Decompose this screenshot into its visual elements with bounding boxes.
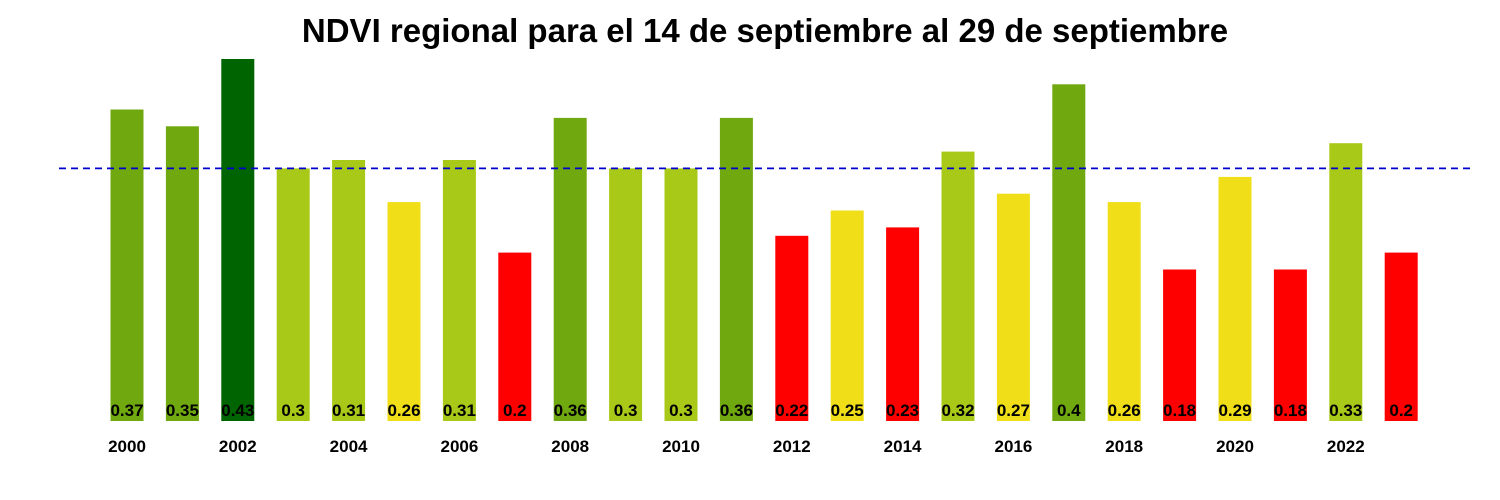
x-tick-2002: 2002 xyxy=(219,437,257,456)
x-tick-2006: 2006 xyxy=(440,437,478,456)
x-tick-2004: 2004 xyxy=(330,437,368,456)
bar-2012 xyxy=(775,235,809,421)
value-label-2000: 0.37 xyxy=(110,401,143,420)
bar-2005 xyxy=(387,202,421,421)
value-label-2014: 0.23 xyxy=(886,401,919,420)
chart-title: NDVI regional para el 14 de septiembre a… xyxy=(301,12,1229,49)
bar-2000 xyxy=(110,109,144,421)
value-label-2012: 0.22 xyxy=(775,401,808,420)
value-label-2013: 0.25 xyxy=(831,401,864,420)
bar-2010 xyxy=(664,168,698,421)
value-label-2006: 0.31 xyxy=(443,401,476,420)
value-label-2018: 0.26 xyxy=(1108,401,1141,420)
bar-2011 xyxy=(719,117,753,422)
value-label-2002: 0.43 xyxy=(221,401,254,420)
x-tick-2000: 2000 xyxy=(108,437,146,456)
bar-2003 xyxy=(276,168,310,421)
value-label-2015: 0.32 xyxy=(941,401,974,420)
value-label-2019: 0.18 xyxy=(1163,401,1196,420)
bar-2002 xyxy=(221,59,255,421)
x-tick-2014: 2014 xyxy=(884,437,922,456)
bar-2007 xyxy=(498,252,532,421)
value-label-2003: 0.3 xyxy=(281,401,305,420)
value-label-2001: 0.35 xyxy=(166,401,199,420)
bar-2021 xyxy=(1273,269,1307,421)
x-tick-2016: 2016 xyxy=(994,437,1032,456)
value-label-2020: 0.29 xyxy=(1218,401,1251,420)
value-label-2022: 0.33 xyxy=(1329,401,1362,420)
value-label-2005: 0.26 xyxy=(387,401,420,420)
value-label-2007: 0.2 xyxy=(503,401,527,420)
value-label-2004: 0.31 xyxy=(332,401,365,420)
bar-2022 xyxy=(1329,143,1363,421)
x-tick-2008: 2008 xyxy=(551,437,589,456)
x-tick-2020: 2020 xyxy=(1216,437,1254,456)
bar-2009 xyxy=(609,168,643,421)
bar-2014 xyxy=(886,227,920,421)
bar-2001 xyxy=(165,126,199,422)
x-tick-2012: 2012 xyxy=(773,437,811,456)
bar-2008 xyxy=(553,117,587,422)
value-label-2008: 0.36 xyxy=(554,401,587,420)
bar-2016 xyxy=(996,193,1030,421)
bar-2015 xyxy=(941,151,975,421)
x-tick-2018: 2018 xyxy=(1105,437,1143,456)
bar-2006 xyxy=(442,160,476,421)
bar-2018 xyxy=(1107,202,1141,421)
value-label-2021: 0.18 xyxy=(1274,401,1307,420)
bar-2019 xyxy=(1163,269,1197,421)
value-label-2011: 0.36 xyxy=(720,401,753,420)
value-label-2016: 0.27 xyxy=(997,401,1030,420)
bar-2017 xyxy=(1052,84,1086,422)
value-label-2023: 0.2 xyxy=(1389,401,1413,420)
x-tick-2010: 2010 xyxy=(662,437,700,456)
x-tick-2022: 2022 xyxy=(1327,437,1365,456)
bar-2023 xyxy=(1384,252,1418,421)
bar-2020 xyxy=(1218,176,1252,421)
bar-2004 xyxy=(332,160,366,421)
value-label-2010: 0.3 xyxy=(669,401,693,420)
value-label-2009: 0.3 xyxy=(614,401,638,420)
bar-2013 xyxy=(830,210,864,421)
value-label-2017: 0.4 xyxy=(1057,401,1081,420)
